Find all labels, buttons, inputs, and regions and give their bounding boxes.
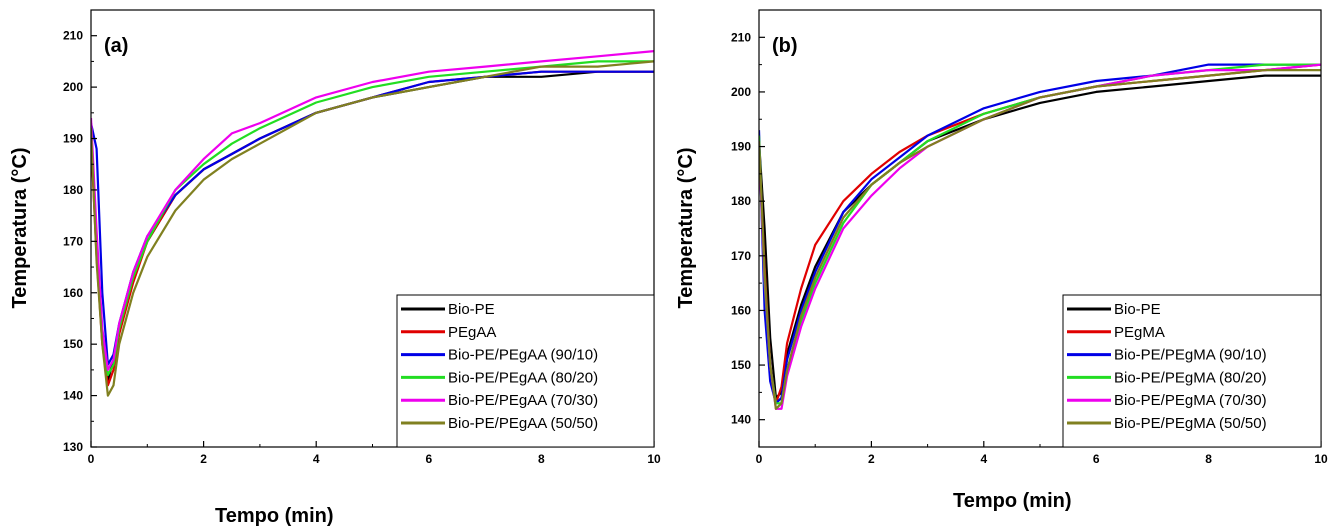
y-tick-label: 210 xyxy=(731,30,751,44)
legend-label: Bio-PE/PEgMA (90/10) xyxy=(1114,347,1267,364)
y-tick-label: 150 xyxy=(731,358,751,372)
panel-0: 0 2 4 6 8 10 130 140 150 160 170 180 190 200 210 Tempo … xyxy=(9,9,661,527)
legend-label: PEgAA xyxy=(448,324,496,341)
x-tick-label: 4 xyxy=(313,452,320,466)
x-axis-label: Tempo (min) xyxy=(215,505,334,527)
legend-label: Bio-PE/PEgMA (70/30) xyxy=(1114,392,1267,409)
series-group xyxy=(759,63,1321,410)
series-line-5 xyxy=(91,60,654,397)
y-tick-label: 130 xyxy=(63,440,83,454)
x-tick-label: 10 xyxy=(647,452,661,466)
x-tick-label: 8 xyxy=(1205,452,1212,466)
y-tick-label: 180 xyxy=(63,183,83,197)
y-tick-label: 170 xyxy=(63,234,83,248)
legend-label: Bio-PE/PEgAA (50/50) xyxy=(448,415,598,432)
series-line-5 xyxy=(759,68,1321,410)
legend-label: Bio-PE/PEgAA (80/20) xyxy=(448,369,598,386)
legend-label: Bio-PE xyxy=(1114,301,1161,318)
legend: Bio-PE PEgMA Bio-PE/PEgMA (90/10) Bio-PE/PE… xyxy=(1062,294,1322,448)
y-tick-label: 170 xyxy=(731,249,751,263)
series-line-4 xyxy=(91,50,654,371)
y-tick-label: 210 xyxy=(63,29,83,43)
x-tick-label: 6 xyxy=(425,452,432,466)
legend-label: Bio-PE/PEgMA (50/50) xyxy=(1114,415,1267,432)
x-tick-label: 2 xyxy=(868,452,875,466)
y-tick-label: 140 xyxy=(731,413,751,427)
y-tick-label: 160 xyxy=(63,286,83,300)
x-tick-label: 4 xyxy=(980,452,987,466)
legend: Bio-PE PEgAA Bio-PE/PEgAA (90/10) Bio-PE/PE… xyxy=(396,294,655,448)
y-tick-label: 140 xyxy=(63,389,83,403)
legend-label: Bio-PE/PEgMA (80/20) xyxy=(1114,369,1267,386)
x-tick-label: 0 xyxy=(756,452,763,466)
panel-label: (a) xyxy=(104,35,128,57)
y-axis-label: Temperatura (°C) xyxy=(675,148,697,309)
legend-label: Bio-PE xyxy=(448,301,495,318)
x-tick-label: 0 xyxy=(88,452,95,466)
legend-label: Bio-PE/PEgAA (70/30) xyxy=(448,392,598,409)
y-tick-label: 150 xyxy=(63,337,83,351)
y-tick-label: 160 xyxy=(731,303,751,317)
y-tick-label: 180 xyxy=(731,194,751,208)
y-tick-label: 200 xyxy=(63,80,83,94)
x-tick-label: 2 xyxy=(200,452,207,466)
series-line-3 xyxy=(91,60,654,377)
y-tick-label: 190 xyxy=(731,140,751,154)
x-tick-label: 10 xyxy=(1314,452,1328,466)
x-tick-label: 8 xyxy=(538,452,545,466)
panel-1: 0 2 4 6 8 10 140 150 160 170 180 190 200 210 Tempo (mi… xyxy=(675,9,1328,512)
x-tick-label: 6 xyxy=(1093,452,1100,466)
panel-label: (b) xyxy=(772,35,798,57)
legend-label: PEgMA xyxy=(1114,324,1165,341)
y-tick-label: 200 xyxy=(731,85,751,99)
legend-label: Bio-PE/PEgAA (90/10) xyxy=(448,347,598,364)
y-tick-label: 190 xyxy=(63,132,83,146)
series-group xyxy=(91,50,654,397)
x-axis-label: Tempo (min) xyxy=(953,490,1072,512)
y-axis-label: Temperatura (°C) xyxy=(9,148,31,309)
